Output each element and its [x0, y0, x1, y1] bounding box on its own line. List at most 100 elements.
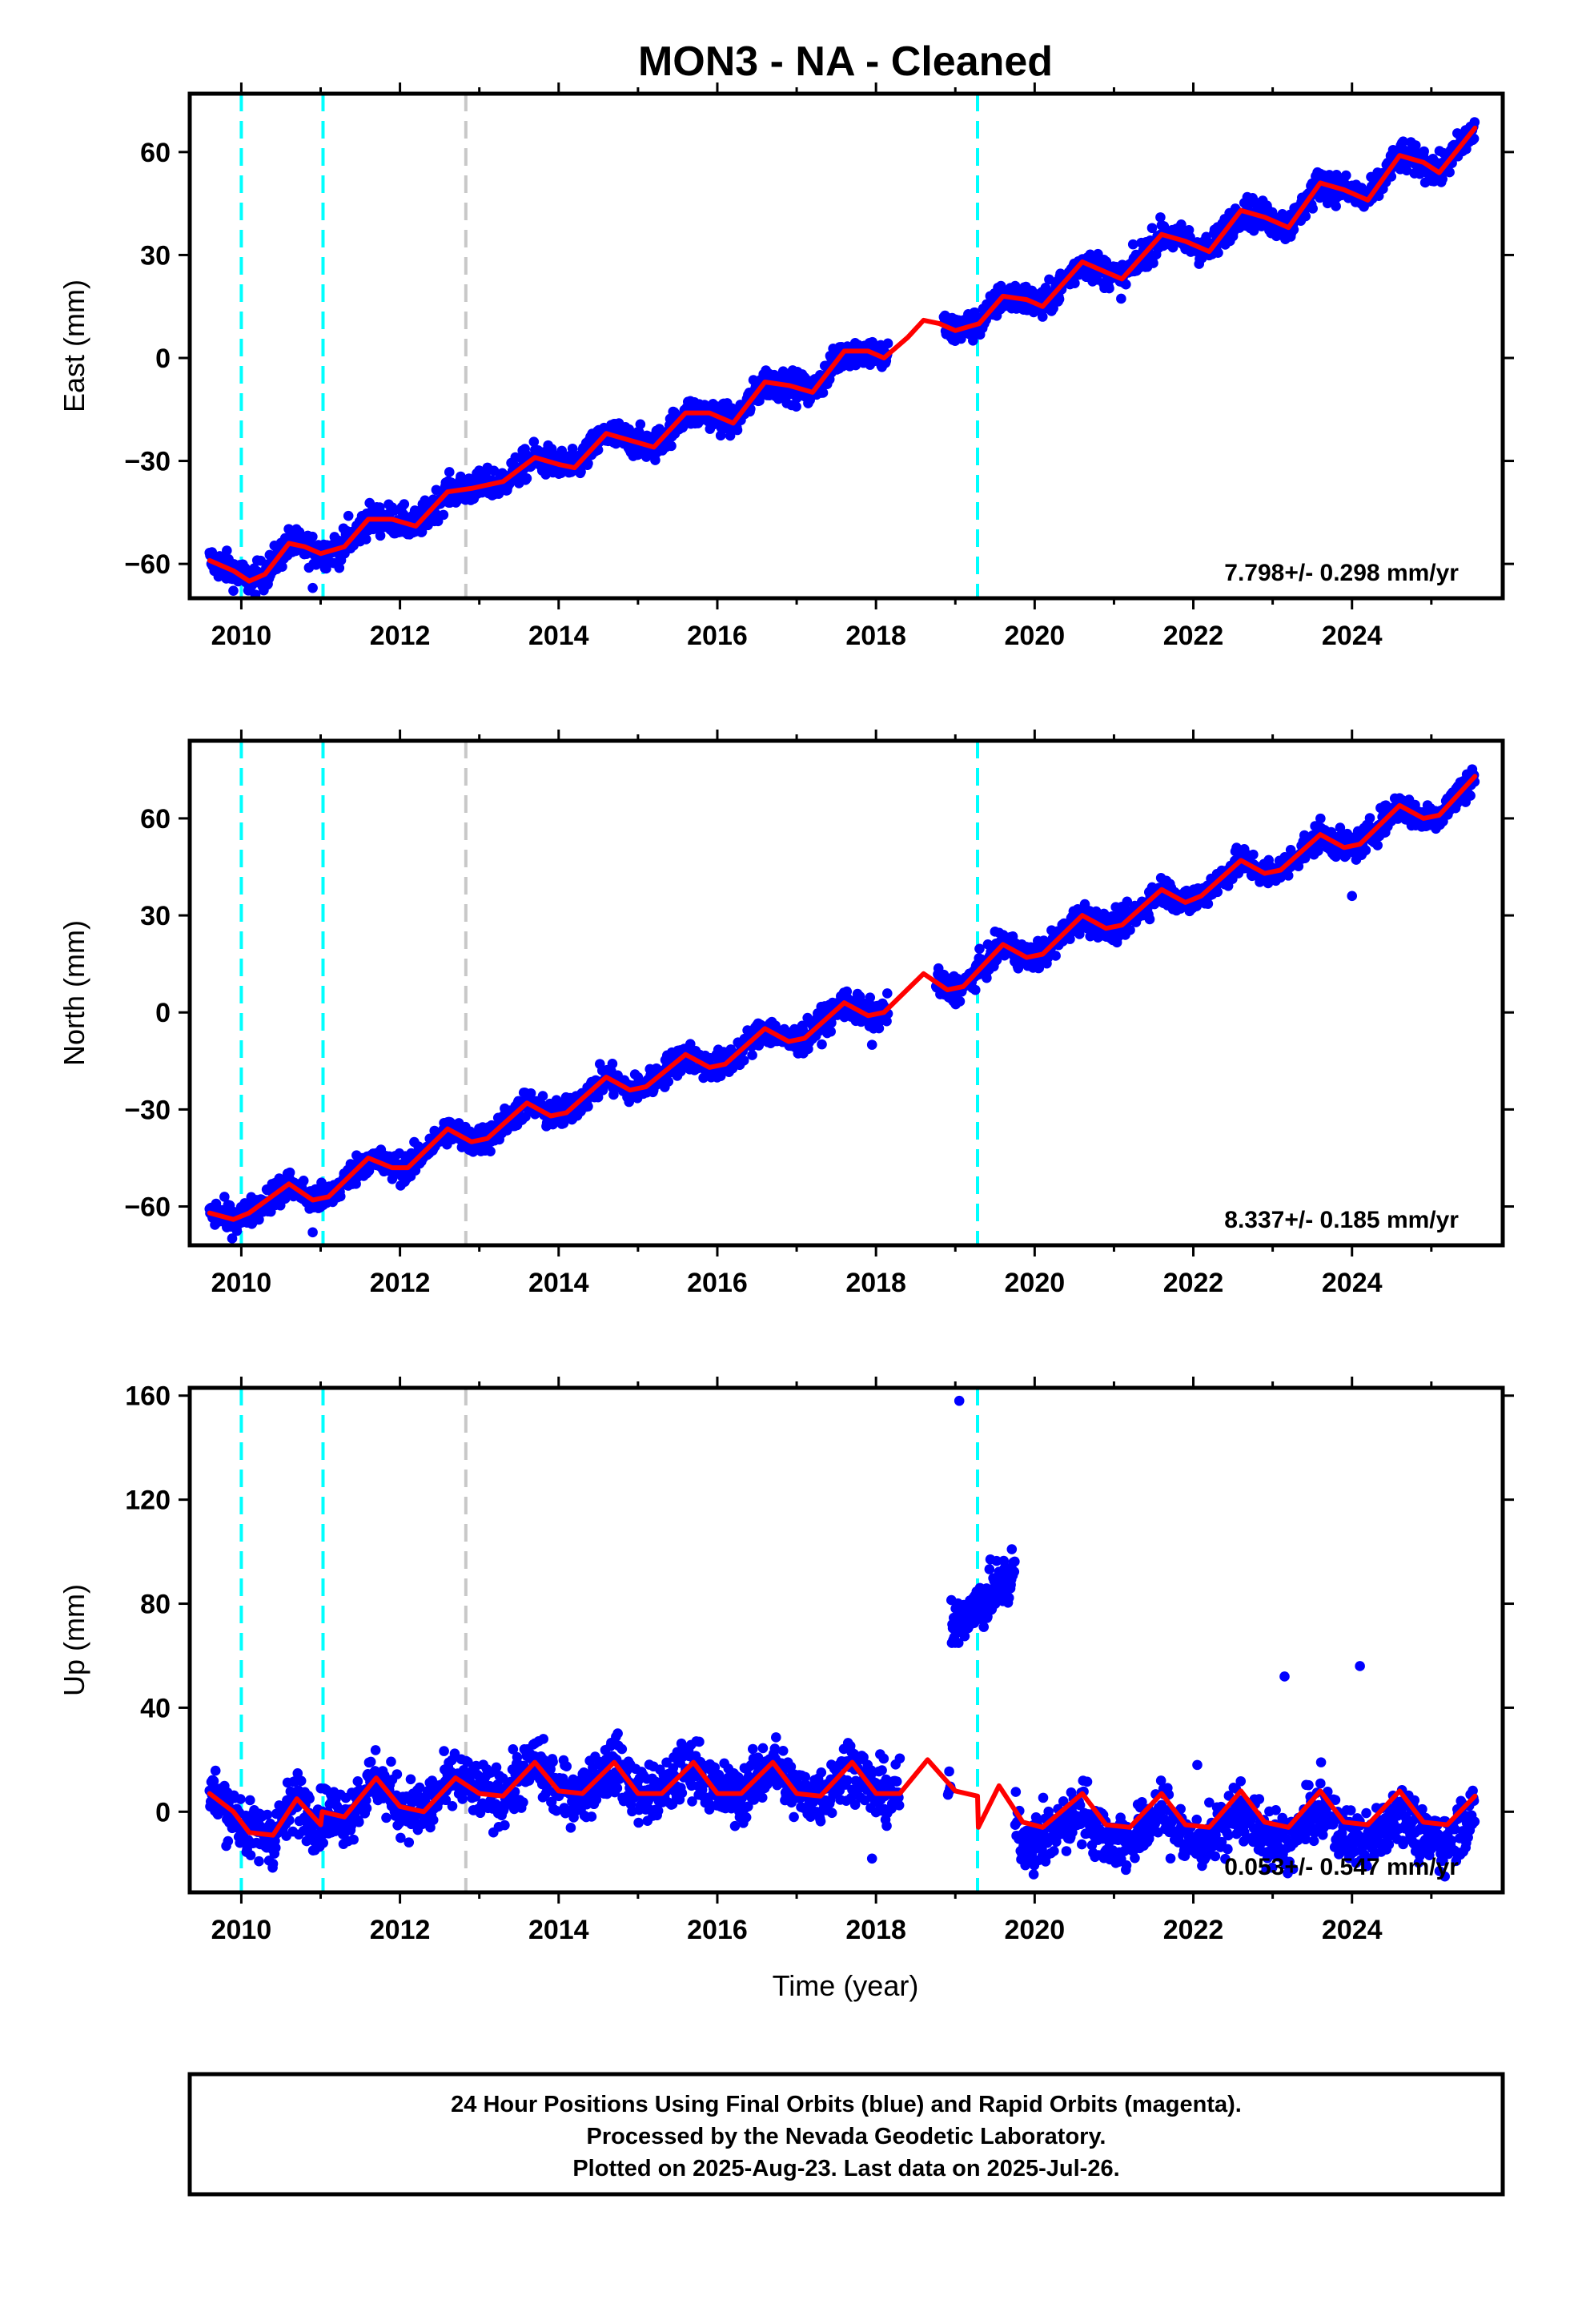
- north-rate-label: 8.337+/- 0.185 mm/yr: [1224, 1207, 1459, 1233]
- up-data-point-754: [652, 1805, 664, 1816]
- north-y-tick-label-4: 60: [140, 804, 171, 834]
- east-data-point-1439: [1116, 293, 1126, 304]
- east-data-point-1761: [1307, 203, 1318, 214]
- north-x-tick-label-5: 2020: [1005, 1268, 1066, 1298]
- east-data-point-2033: [1469, 117, 1480, 127]
- up-data-point-496: [500, 1819, 510, 1831]
- up-data-point-567: [541, 1783, 552, 1794]
- east-data-point-1934: [1410, 140, 1421, 151]
- north-y-axis-label: North (mm): [58, 920, 90, 1066]
- north-x-tick-label-3: 2016: [687, 1268, 748, 1298]
- east-plot-frame: [187, 91, 1505, 601]
- east-outlier-point-1: [343, 510, 354, 521]
- east-data-point-1800: [1331, 201, 1341, 211]
- north-data-point-83: [254, 1214, 264, 1225]
- north-data-point-1883: [1372, 840, 1383, 850]
- up-data-point-397: [440, 1795, 452, 1806]
- north-data-point-220: [335, 1191, 346, 1202]
- east-data-point-1817: [1340, 170, 1351, 181]
- up-panel: 2010 2012 2014 2016 2018 2020 2022 202404080120…: [58, 1377, 1514, 1945]
- north-y-tick-label-2: 0: [155, 998, 171, 1028]
- north-data-point-158: [298, 1176, 309, 1186]
- north-data-point-1863: [1360, 845, 1371, 856]
- up-data-point-338: [405, 1774, 416, 1785]
- east-data-point-29: [222, 545, 232, 556]
- east-data-point-624: [576, 466, 586, 477]
- up-data-point-693: [616, 1743, 628, 1755]
- north-data-point-1699: [1263, 878, 1274, 889]
- east-y-tick-label-1: −30: [124, 447, 171, 477]
- east-data-point-77: [250, 589, 261, 598]
- up-data-point-577: [548, 1756, 558, 1767]
- up-data-point-52: [235, 1794, 246, 1804]
- east-data-point-263: [360, 534, 371, 545]
- north-data-point-859: [715, 1071, 726, 1082]
- east-x-tick-label-5: 2020: [1005, 621, 1066, 651]
- east-x-tick-label-0: 2010: [211, 621, 272, 651]
- up-data-point-10: [210, 1765, 221, 1776]
- up-data-point-263: [360, 1795, 371, 1806]
- up-data-point-527: [518, 1797, 528, 1807]
- north-data-point-1467: [1125, 925, 1135, 935]
- north-data-point-560: [537, 1091, 548, 1101]
- north-x-tick-label-1: 2012: [370, 1268, 431, 1298]
- north-outlier-point-2: [866, 1039, 877, 1050]
- east-data-point-1318: [1044, 274, 1054, 285]
- east-x-tick-label-1: 2012: [370, 621, 431, 651]
- east-data-point-122: [277, 561, 287, 573]
- north-data-point-1279: [1013, 963, 1024, 974]
- east-data-point-1414: [1101, 256, 1112, 267]
- north-data-point-1820: [1335, 822, 1346, 833]
- east-x-tick-label-7: 2024: [1322, 621, 1383, 651]
- north-data-point-25: [219, 1192, 230, 1202]
- north-data-point-653: [592, 1092, 604, 1103]
- up-data-point-376: [428, 1815, 439, 1825]
- north-x-tick-label-7: 2024: [1322, 1268, 1383, 1298]
- north-data-point-1366: [1065, 934, 1075, 944]
- east-data-point-1140: [882, 338, 893, 349]
- north-data-point-1733: [1283, 870, 1294, 881]
- up-data-point-721: [633, 1817, 644, 1828]
- east-data-point-1786: [1322, 198, 1333, 209]
- north-data-point-135: [284, 1167, 295, 1178]
- up-data-point-408: [447, 1801, 458, 1811]
- north-plot-frame: [187, 738, 1505, 1248]
- up-data-point-686: [612, 1728, 623, 1739]
- up-data-point-321: [396, 1832, 406, 1844]
- north-data-point-636: [583, 1101, 593, 1112]
- east-data-point-1540: [1176, 219, 1186, 230]
- east-data-point-949: [769, 369, 780, 380]
- east-data-point-1749: [1300, 211, 1311, 222]
- east-data-point-1913: [1398, 136, 1408, 147]
- up-data-points: [204, 1395, 1480, 1882]
- north-data-point-1214: [974, 943, 985, 955]
- east-data-point-86: [255, 555, 266, 566]
- east-x-tick-label-3: 2016: [687, 621, 748, 651]
- north-data-point-1207: [970, 984, 981, 995]
- east-data-point-287: [375, 530, 386, 541]
- up-data-point-353: [414, 1782, 425, 1793]
- east-data-point-1361: [1070, 278, 1080, 289]
- east-data-point-1919: [1401, 165, 1412, 176]
- east-data-point-705: [624, 424, 635, 435]
- north-data-point-1139: [881, 988, 893, 999]
- north-panel: 2010 2012 2014 2016 2018 2020 2022 2024−60−3003…: [58, 730, 1514, 1298]
- north-data-point-1342: [1050, 951, 1061, 961]
- up-data-point-249: [352, 1776, 363, 1787]
- east-data-point-1419: [1104, 283, 1114, 294]
- north-data-point-1787: [1315, 813, 1326, 824]
- north-outlier-point-0: [1347, 891, 1358, 902]
- east-data-point-40: [228, 585, 239, 596]
- up-data-point-154: [295, 1775, 307, 1787]
- east-data-point-1991: [1444, 167, 1455, 178]
- north-data-point-472: [485, 1146, 496, 1156]
- north-data-point-1029: [817, 1039, 827, 1050]
- east-data-point-1447: [1121, 279, 1131, 290]
- east-panel: 2010 2012 2014 2016 2018 2020 2022 2024−60−3003…: [58, 82, 1514, 651]
- up-data-point-685: [612, 1783, 623, 1794]
- east-y-tick-label-0: −60: [124, 549, 171, 580]
- east-data-point-533: [521, 473, 532, 484]
- north-data-point-1870: [1364, 813, 1375, 823]
- up-data-point-168: [304, 1793, 315, 1804]
